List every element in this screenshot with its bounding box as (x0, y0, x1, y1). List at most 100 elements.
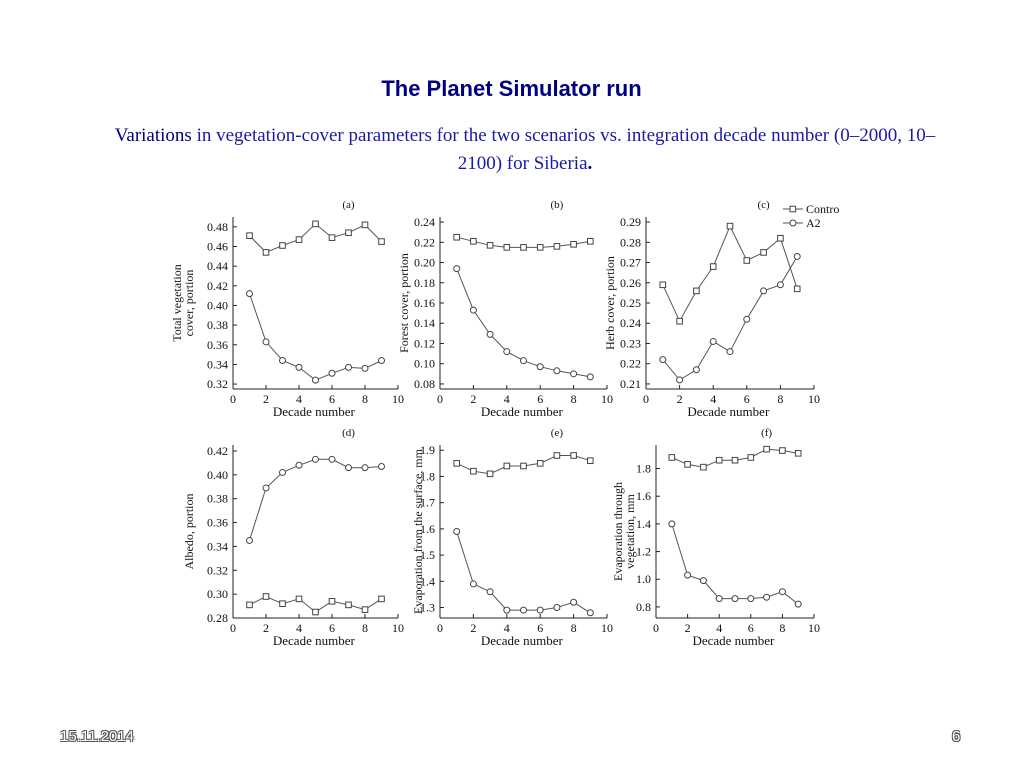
data-point-control (794, 450, 802, 457)
y-axis-label: Evaporation from the surface, mm (411, 448, 425, 614)
x-axis-label: Decade number (692, 633, 775, 648)
x-tick-label: 10 (601, 621, 613, 635)
x-tick-label: 8 (571, 392, 577, 406)
data-point-a2 (345, 464, 352, 472)
y-tick-label: 1.4 (420, 574, 435, 588)
data-point-a2 (763, 593, 771, 601)
y-tick-label: 0.08 (414, 377, 435, 391)
data-point-control (747, 454, 755, 461)
data-point-a2 (776, 281, 784, 289)
y-tick-label: 0.40 (207, 468, 228, 482)
y-tick-label: 1.2 (636, 545, 651, 559)
y-tick-label: 1.5 (420, 548, 435, 562)
y-tick-label: 0.30 (207, 587, 228, 601)
y-tick-label: 0.22 (414, 235, 435, 249)
y-tick-label: 0.32 (207, 377, 228, 391)
x-tick-label: 6 (537, 621, 543, 635)
y-tick-label: 0.46 (207, 239, 228, 253)
data-point-a2 (699, 577, 707, 585)
data-point-a2 (453, 265, 461, 273)
data-point-control (779, 447, 786, 454)
data-point-control (262, 593, 270, 600)
data-point-control (312, 608, 319, 616)
data-point-a2 (486, 588, 494, 596)
x-tick-label: 10 (392, 621, 404, 635)
x-tick-label: 4 (296, 392, 302, 406)
data-point-a2 (246, 536, 253, 544)
data-point-control (262, 249, 270, 256)
x-axis-label: Decade number (481, 633, 564, 648)
data-point-a2 (536, 363, 544, 371)
x-tick-label: 4 (504, 392, 510, 406)
x-tick-label: 0 (653, 621, 659, 635)
y-axis-label: Albedo, portion (182, 494, 196, 570)
data-point-a2 (520, 606, 527, 614)
data-point-control (246, 601, 253, 609)
data-point-control (684, 461, 691, 468)
data-point-control (536, 244, 544, 251)
data-point-control (378, 595, 385, 603)
data-point-control (700, 463, 707, 471)
y-tick-label: 1.8 (636, 462, 651, 476)
y-tick-label: 1.4 (636, 517, 651, 531)
data-point-control (503, 244, 511, 251)
y-tick-label: 0.8 (636, 600, 651, 614)
y-tick-label: 0.42 (207, 444, 228, 458)
data-point-a2 (453, 528, 461, 535)
data-point-control (587, 457, 594, 465)
data-point-a2 (378, 356, 385, 364)
series-line-a2 (662, 256, 798, 381)
data-point-control (295, 236, 303, 243)
data-point-a2 (743, 315, 751, 323)
y-tick-label: 0.34 (207, 357, 228, 371)
y-tick-label: 0.24 (414, 215, 435, 229)
data-point-control (328, 597, 336, 605)
x-tick-label: 2 (263, 621, 269, 635)
data-point-control (520, 244, 527, 251)
x-tick-label: 8 (777, 392, 783, 406)
subtitle-lead: Variations (114, 125, 192, 146)
data-point-a2 (676, 376, 684, 384)
y-tick-label: 0.40 (207, 298, 228, 312)
y-tick-label: 0.38 (207, 318, 228, 332)
y-tick-label: 1.8 (420, 469, 435, 483)
data-point-a2 (570, 370, 578, 378)
x-tick-label: 2 (470, 621, 476, 635)
data-point-a2 (760, 287, 768, 295)
chart-panel: 0 2 4 6 8 10 0.08 0.10 0.12 0.14 0.16 0.18 0.20 0.22 0… (397, 199, 613, 419)
data-point-a2 (295, 461, 303, 469)
subtitle-period: . (587, 153, 593, 174)
data-point-a2 (345, 363, 352, 371)
data-point-control (709, 263, 717, 270)
slide-page-number: 6 (952, 728, 961, 745)
x-axis-label: Decade number (273, 404, 356, 419)
data-point-a2 (586, 373, 594, 381)
data-point-control (743, 257, 751, 264)
data-point-a2 (262, 338, 270, 346)
y-axis-label: Evaporation through (611, 482, 625, 581)
data-point-control (553, 243, 561, 250)
x-tick-label: 10 (808, 621, 820, 635)
y-axis-label: Herb cover, portion (603, 256, 617, 350)
y-tick-label: 0.36 (207, 516, 228, 530)
data-point-control (453, 460, 460, 467)
data-point-control (345, 229, 352, 237)
y-tick-label: 1.7 (420, 496, 435, 510)
y-tick-label: 0.22 (620, 357, 641, 371)
y-tick-label: 0.42 (207, 279, 228, 293)
x-tick-label: 8 (362, 392, 368, 406)
y-tick-label: 0.24 (620, 316, 641, 330)
slide-title: The Planet Simulator run (381, 76, 642, 101)
x-tick-label: 6 (329, 621, 335, 635)
data-point-a2 (731, 595, 739, 603)
x-axis-label: Decade number (273, 633, 356, 648)
data-point-a2 (553, 367, 561, 375)
x-tick-label: 6 (744, 392, 750, 406)
data-point-control (668, 454, 676, 461)
x-tick-label: 6 (537, 392, 543, 406)
chart-panel: 0 2 4 6 8 10 0.28 0.30 0.32 0.34 0.36 0.38 0.40 0.42 D… (182, 427, 404, 648)
data-point-control (378, 238, 385, 245)
x-tick-label: 4 (716, 621, 722, 635)
data-point-control (279, 600, 286, 607)
legend-label-control: Control (806, 202, 840, 216)
